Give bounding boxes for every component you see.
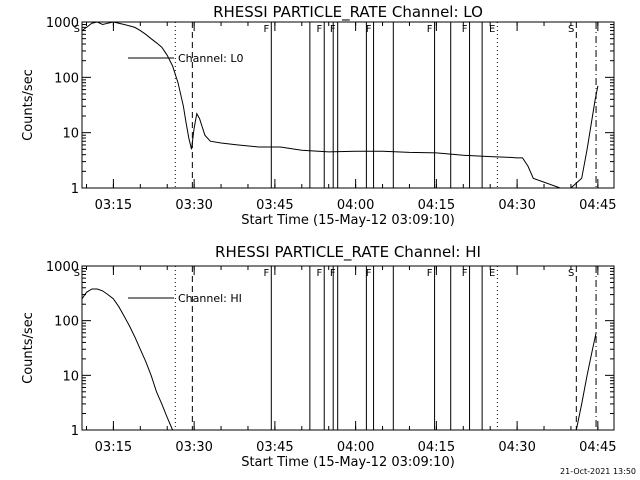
legend-label: Channel: L0 xyxy=(178,52,244,65)
x-tick-label: 04:00 xyxy=(337,198,374,213)
annotation-label: F xyxy=(330,24,336,35)
series-line xyxy=(81,288,597,431)
x-tick-label: 04:45 xyxy=(579,198,616,213)
annotation-label: F xyxy=(427,24,433,35)
annotation-label: F xyxy=(462,24,468,35)
x-tick-label: 04:15 xyxy=(418,440,455,455)
x-tick-label: 04:00 xyxy=(337,440,374,455)
annotation-label: F xyxy=(316,268,322,279)
annotation-label: F xyxy=(264,268,270,279)
x-axis-label: Start Time (15-May-12 03:09:10) xyxy=(241,455,455,470)
chart-lo-channel: RHESSI PARTICLE_RATE Channel: LO 1 10 100 10… xyxy=(21,3,617,228)
legend-label: Channel: HI xyxy=(178,292,242,305)
annotation-label: F xyxy=(366,24,372,35)
annotation-label: S xyxy=(74,268,80,279)
annotation-label: E xyxy=(489,268,495,279)
x-tick-label: 04:30 xyxy=(498,198,535,213)
x-tick-label: 04:30 xyxy=(498,440,535,455)
annotation-label: F xyxy=(427,268,433,279)
y-axis-label: Counts/sec xyxy=(21,69,36,141)
annotation-label: S xyxy=(568,268,574,279)
x-tick-label: 03:45 xyxy=(256,440,293,455)
annotation-label: F xyxy=(366,268,372,279)
footer-timestamp: 21-Oct-2021 13:50 xyxy=(560,467,636,476)
x-tick-label: 03:45 xyxy=(256,198,293,213)
y-tick-label: 10 xyxy=(62,369,79,384)
y-tick-label: 100 xyxy=(54,315,79,330)
chart-title: RHESSI PARTICLE_RATE Channel: HI xyxy=(215,243,481,262)
x-tick-label: 03:30 xyxy=(175,198,212,213)
annotation-label: F xyxy=(462,268,468,279)
y-axis-label: Counts/sec xyxy=(21,312,36,384)
x-tick-label: 03:15 xyxy=(95,198,132,213)
annotation-label: F xyxy=(264,24,270,35)
y-tick-label: 1000 xyxy=(46,260,79,275)
x-tick-label: 03:15 xyxy=(95,440,132,455)
series-line xyxy=(81,21,599,189)
annotation-label: E xyxy=(489,24,495,35)
annotation-label: F xyxy=(316,24,322,35)
x-tick-label: 03:30 xyxy=(175,440,212,455)
y-tick-label: 1 xyxy=(71,424,79,439)
y-tick-label: 10 xyxy=(62,127,79,142)
y-tick-label: 100 xyxy=(54,71,79,86)
y-tick-label: 1000 xyxy=(46,16,79,31)
x-tick-label: 04:45 xyxy=(579,440,616,455)
annotation-label: F xyxy=(330,268,336,279)
x-tick-label: 04:15 xyxy=(418,198,455,213)
y-tick-label: 1 xyxy=(71,182,79,197)
chart-hi-channel: RHESSI PARTICLE_RATE Channel: HI 1 10 100 10… xyxy=(21,243,617,470)
x-axis-label: Start Time (15-May-12 03:09:10) xyxy=(241,213,455,228)
annotation-label: S xyxy=(74,24,80,35)
chart-title: RHESSI PARTICLE_RATE Channel: LO xyxy=(213,3,483,22)
annotation-label: S xyxy=(568,24,574,35)
